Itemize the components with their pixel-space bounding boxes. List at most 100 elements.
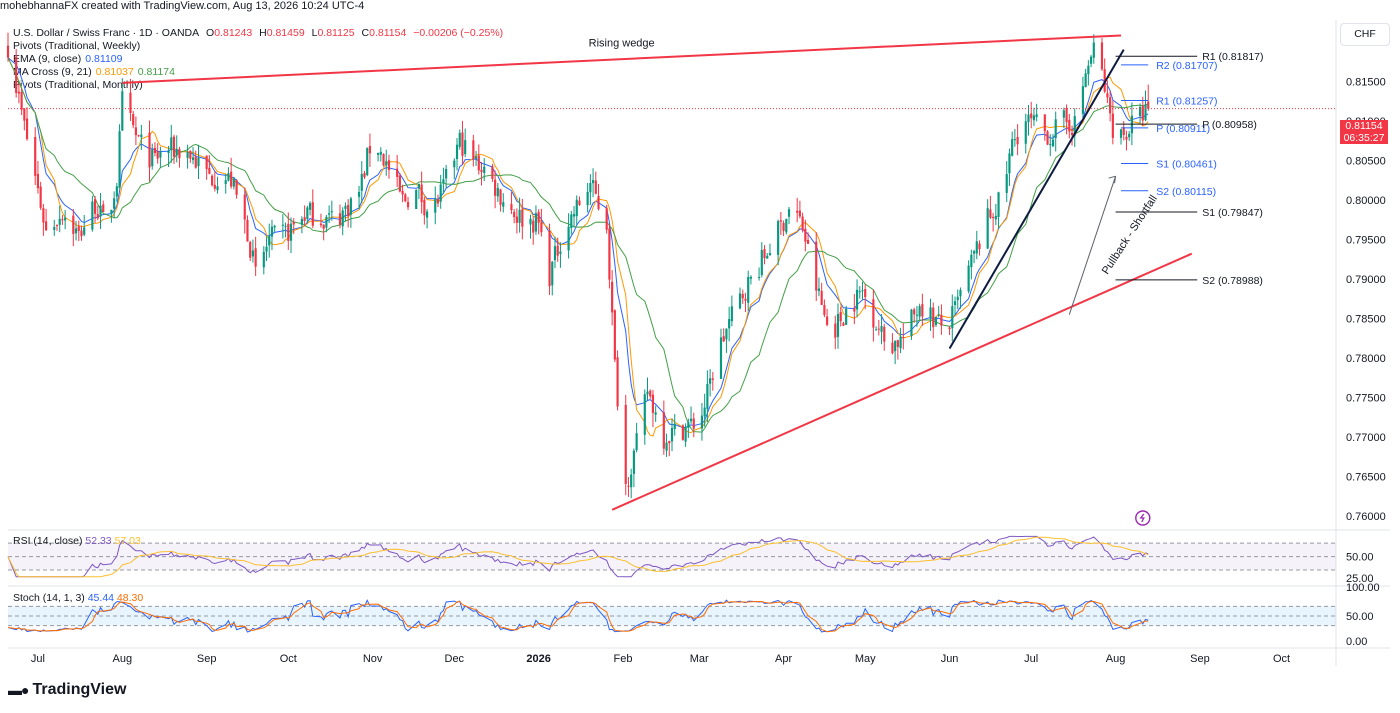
candle-body bbox=[74, 228, 78, 234]
candle-body bbox=[113, 198, 116, 209]
rsi-legend-label: RSI (14, close) bbox=[13, 535, 83, 547]
candle-body bbox=[798, 210, 801, 217]
candle-body bbox=[134, 127, 137, 136]
event-lightning-glyph bbox=[1139, 513, 1145, 523]
x-tick-label: Jun bbox=[941, 653, 959, 665]
candle-body bbox=[121, 91, 124, 131]
candle-body bbox=[787, 209, 791, 217]
candle-body bbox=[1089, 56, 1093, 64]
candle-body bbox=[728, 319, 731, 329]
stoch-tick-label: 100.00 bbox=[1346, 582, 1380, 594]
y-tick-label: 0.76500 bbox=[1346, 472, 1386, 484]
legend-pivots-weekly-label: Pivots (Traditional, Weekly) bbox=[13, 40, 141, 52]
x-tick-label: Sep bbox=[197, 653, 217, 665]
candle-body bbox=[1128, 133, 1131, 138]
high-label: H bbox=[259, 27, 267, 39]
legend-ma-cross-label: MA Cross (9, 21) bbox=[13, 66, 92, 78]
candle-body bbox=[665, 442, 668, 451]
candle-body bbox=[170, 137, 173, 150]
candle-body bbox=[951, 306, 954, 329]
candle-body bbox=[722, 336, 725, 342]
candle-body bbox=[670, 427, 674, 442]
candle-body bbox=[1141, 105, 1144, 121]
rsi-legend[interactable]: RSI (14, close) 52.33 57.03 bbox=[13, 535, 141, 547]
pullback-arrow bbox=[1068, 176, 1117, 315]
candle-body bbox=[894, 340, 897, 352]
candle-body bbox=[556, 245, 559, 256]
candle-body bbox=[211, 175, 214, 186]
candle-body bbox=[597, 195, 600, 209]
x-tick-label: Nov bbox=[363, 653, 383, 665]
candle-body bbox=[494, 179, 497, 196]
candle-body bbox=[72, 215, 75, 234]
monthly-pivot-label: R1 (0.81817) bbox=[1202, 51, 1263, 63]
legend-pivots-monthly[interactable]: Pivots (Traditional, Monthly) bbox=[13, 79, 147, 91]
candle-body bbox=[322, 224, 325, 229]
candle-body bbox=[1035, 114, 1038, 117]
candle-body bbox=[689, 418, 693, 422]
candle-body bbox=[396, 168, 399, 177]
candle-body bbox=[140, 134, 143, 138]
candle-body bbox=[785, 219, 788, 233]
candle-body bbox=[891, 342, 894, 354]
rsi-tick-label: 50.00 bbox=[1346, 552, 1374, 564]
candle-body bbox=[235, 180, 238, 195]
legend-ma-cross[interactable]: MA Cross (9, 21) 0.81037 0.81174 bbox=[13, 66, 179, 78]
change-value: −0.00206 (−0.25%) bbox=[413, 27, 504, 39]
candle-body bbox=[251, 250, 255, 257]
stoch-legend[interactable]: Stoch (14, 1, 3) 45.44 48.30 bbox=[13, 592, 143, 604]
candle-body bbox=[567, 226, 570, 251]
candle-body bbox=[216, 186, 219, 191]
candle-body bbox=[730, 306, 733, 322]
candle-body bbox=[1106, 93, 1109, 98]
candle-body bbox=[992, 216, 995, 219]
weekly-pivot-label: S2 (0.80115) bbox=[1156, 186, 1216, 198]
candle-body bbox=[940, 314, 943, 326]
candle-body bbox=[129, 92, 132, 113]
pullback-shortfall-label: Pullback - Shortfall bbox=[1100, 193, 1160, 276]
legend-pivots-weekly[interactable]: Pivots (Traditional, Weekly) bbox=[13, 40, 144, 52]
tradingview-logo-icon: ▬● bbox=[8, 682, 29, 698]
candle-body bbox=[839, 312, 842, 322]
close-label: C bbox=[361, 27, 370, 39]
candle-body bbox=[1144, 104, 1147, 121]
candle-body bbox=[341, 210, 344, 227]
candle-body bbox=[738, 293, 742, 309]
candle-body bbox=[662, 412, 665, 449]
currency-button[interactable]: CHF bbox=[1340, 23, 1390, 46]
stoch-k-line bbox=[7, 599, 1149, 633]
candle-body bbox=[1043, 114, 1046, 132]
candle-body bbox=[989, 209, 992, 218]
candle-body bbox=[1027, 114, 1030, 123]
monthly-pivot-label: S2 (0.78988) bbox=[1202, 275, 1263, 287]
candle-body bbox=[249, 242, 252, 258]
low-value: 0.81125 bbox=[317, 27, 355, 39]
candle-body bbox=[1005, 174, 1008, 193]
symbol-ohlc-legend[interactable]: U.S. Dollar / Swiss Franc · 1D · OANDA O… bbox=[13, 27, 507, 39]
stoch-legend-k: 45.44 bbox=[87, 592, 114, 604]
candle-body bbox=[711, 378, 714, 380]
candle-body bbox=[651, 394, 655, 413]
candle-body bbox=[208, 167, 211, 174]
candle-body bbox=[591, 180, 595, 184]
candle-body bbox=[1147, 101, 1150, 109]
candle-body bbox=[1081, 86, 1085, 114]
stoch-tick-label: 0.00 bbox=[1346, 636, 1367, 648]
candle-body bbox=[262, 251, 265, 268]
candle-body bbox=[464, 140, 467, 155]
candle-body bbox=[929, 307, 932, 319]
legend-ma-cross-slow: 0.81174 bbox=[137, 66, 175, 78]
x-tick-label: Oct bbox=[1273, 653, 1290, 665]
tradingview-logo[interactable]: ▬● TradingView bbox=[8, 681, 126, 699]
candle-body bbox=[1049, 144, 1052, 146]
legend-ema[interactable]: EMA (9, close) 0.81109 bbox=[13, 53, 126, 65]
candle-body bbox=[308, 203, 312, 210]
candle-body bbox=[382, 153, 385, 166]
candle-body bbox=[64, 217, 67, 221]
y-tick-label: 0.80500 bbox=[1346, 155, 1386, 167]
candle-body bbox=[502, 202, 505, 207]
candle-body bbox=[377, 152, 380, 155]
candle-body bbox=[347, 204, 350, 217]
candle-body bbox=[551, 261, 554, 286]
